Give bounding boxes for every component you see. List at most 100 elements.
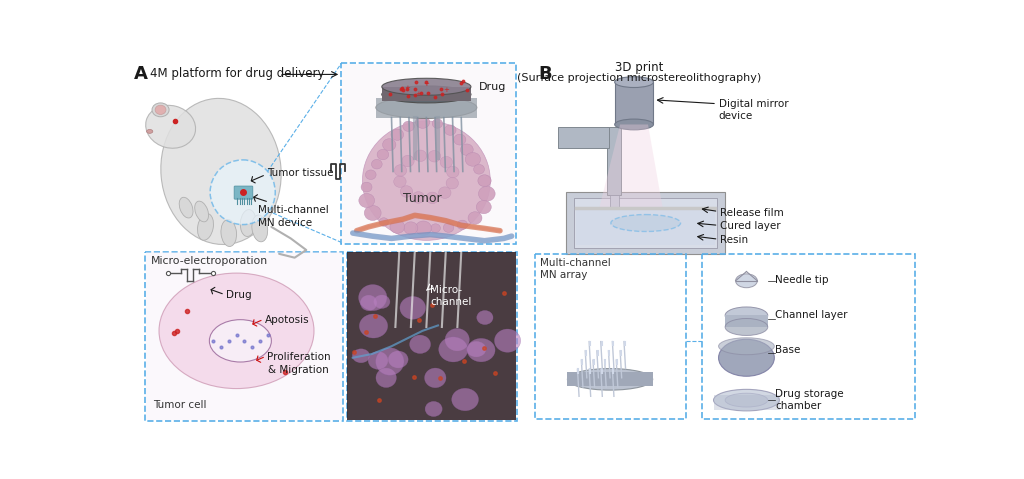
- Text: Needle tip: Needle tip: [775, 274, 828, 285]
- Bar: [610, 194, 620, 208]
- Bar: [558, 127, 608, 148]
- Text: Micro-
channel: Micro- channel: [430, 285, 472, 307]
- Ellipse shape: [360, 295, 377, 311]
- Ellipse shape: [443, 223, 454, 232]
- Text: Proliferation
& Migration: Proliferation & Migration: [267, 353, 331, 375]
- Bar: [575, 208, 715, 245]
- Ellipse shape: [374, 295, 390, 308]
- Text: Micro-electroporation: Micro-electroporation: [152, 256, 268, 266]
- Ellipse shape: [446, 166, 459, 178]
- Text: Drug storage
chamber: Drug storage chamber: [775, 388, 844, 411]
- Ellipse shape: [361, 182, 372, 192]
- Ellipse shape: [614, 119, 653, 130]
- Bar: [145, 252, 342, 420]
- Ellipse shape: [444, 125, 456, 135]
- Ellipse shape: [468, 212, 482, 224]
- Ellipse shape: [454, 134, 466, 145]
- Bar: [566, 192, 725, 254]
- Ellipse shape: [403, 222, 418, 234]
- Ellipse shape: [477, 310, 493, 325]
- Ellipse shape: [379, 218, 388, 226]
- Text: Drug: Drug: [226, 290, 252, 300]
- Text: (Surface projection microstereolithography): (Surface projection microstereolithograp…: [517, 73, 762, 83]
- Ellipse shape: [438, 187, 451, 198]
- Ellipse shape: [402, 121, 415, 131]
- Ellipse shape: [476, 200, 492, 214]
- Ellipse shape: [352, 349, 370, 363]
- Ellipse shape: [358, 194, 375, 207]
- Bar: [573, 198, 717, 249]
- Ellipse shape: [461, 144, 473, 155]
- Text: Tumor: Tumor: [403, 192, 441, 205]
- Ellipse shape: [376, 348, 404, 375]
- Ellipse shape: [401, 155, 414, 167]
- Ellipse shape: [446, 177, 459, 189]
- Text: Multi-channel
MN array: Multi-channel MN array: [541, 258, 611, 280]
- Bar: [725, 316, 768, 327]
- Ellipse shape: [614, 77, 653, 88]
- Ellipse shape: [474, 164, 484, 174]
- Ellipse shape: [376, 368, 396, 388]
- Ellipse shape: [719, 338, 774, 355]
- Ellipse shape: [161, 98, 282, 244]
- Bar: [341, 63, 515, 244]
- Ellipse shape: [416, 221, 431, 235]
- Bar: [346, 251, 517, 421]
- Ellipse shape: [478, 175, 492, 187]
- Ellipse shape: [400, 186, 413, 197]
- Ellipse shape: [457, 220, 468, 229]
- Text: A: A: [133, 65, 147, 83]
- Ellipse shape: [426, 192, 438, 204]
- Ellipse shape: [719, 339, 774, 376]
- Text: Cured layer: Cured layer: [720, 221, 780, 231]
- Bar: [701, 254, 914, 420]
- Text: Base: Base: [775, 345, 801, 355]
- Ellipse shape: [365, 205, 381, 220]
- Ellipse shape: [159, 273, 314, 388]
- Text: Tumor tissue: Tumor tissue: [267, 168, 334, 178]
- Bar: [382, 87, 471, 101]
- Bar: [342, 64, 515, 243]
- Ellipse shape: [611, 215, 681, 231]
- Ellipse shape: [152, 103, 169, 117]
- Ellipse shape: [372, 160, 382, 169]
- Text: 3D print: 3D print: [615, 61, 664, 74]
- Bar: [535, 254, 686, 420]
- Ellipse shape: [241, 210, 256, 237]
- Text: +: +: [404, 85, 410, 91]
- Ellipse shape: [195, 201, 209, 222]
- Text: 4M platform for drug delivery: 4M platform for drug delivery: [150, 67, 325, 80]
- Text: +: +: [424, 81, 429, 88]
- Ellipse shape: [369, 352, 388, 369]
- Ellipse shape: [567, 368, 652, 390]
- Text: Apotosis: Apotosis: [265, 315, 310, 325]
- Ellipse shape: [198, 214, 213, 240]
- Ellipse shape: [221, 219, 237, 247]
- Ellipse shape: [179, 197, 194, 218]
- Ellipse shape: [383, 139, 396, 151]
- Ellipse shape: [725, 393, 768, 407]
- Ellipse shape: [145, 105, 196, 148]
- Text: Channel layer: Channel layer: [775, 310, 848, 320]
- Ellipse shape: [495, 329, 520, 352]
- Bar: [347, 252, 516, 420]
- Text: Tumor cell: Tumor cell: [153, 400, 206, 410]
- Ellipse shape: [431, 224, 440, 232]
- Ellipse shape: [425, 368, 446, 388]
- Circle shape: [210, 160, 275, 225]
- Ellipse shape: [391, 129, 403, 140]
- Ellipse shape: [376, 97, 477, 118]
- Ellipse shape: [465, 152, 480, 166]
- Polygon shape: [599, 125, 663, 208]
- Ellipse shape: [714, 389, 779, 411]
- Ellipse shape: [400, 297, 426, 319]
- Ellipse shape: [366, 170, 376, 180]
- Bar: [607, 127, 621, 194]
- Text: +: +: [442, 87, 449, 93]
- Text: Digital mirror
device: Digital mirror device: [719, 99, 788, 122]
- Ellipse shape: [725, 319, 768, 335]
- Ellipse shape: [358, 285, 387, 311]
- Ellipse shape: [412, 192, 425, 203]
- Ellipse shape: [209, 319, 271, 362]
- Ellipse shape: [735, 274, 758, 288]
